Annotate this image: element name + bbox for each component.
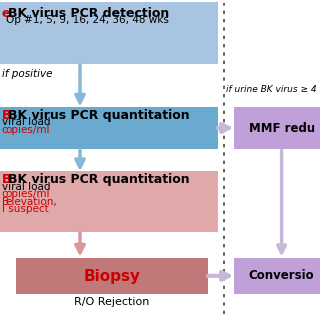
Text: elevation,: elevation,: [6, 197, 58, 207]
Text: Biopsy: Biopsy: [84, 268, 140, 284]
Text: BK virus PCR detection: BK virus PCR detection: [8, 7, 169, 20]
Text: c: c: [2, 189, 7, 199]
Text: Op #1, 5, 9, 16, 24, 36, 48 wks: Op #1, 5, 9, 16, 24, 36, 48 wks: [6, 15, 169, 25]
FancyBboxPatch shape: [16, 258, 208, 294]
Text: B: B: [2, 109, 11, 123]
Text: B: B: [2, 197, 9, 207]
FancyBboxPatch shape: [0, 107, 218, 149]
Text: if urine BK virus ≥ 4 log: if urine BK virus ≥ 4 log: [226, 85, 320, 94]
FancyBboxPatch shape: [0, 2, 218, 64]
Text: opies/ml: opies/ml: [6, 189, 50, 199]
FancyBboxPatch shape: [234, 107, 320, 149]
Text: viral load: viral load: [2, 182, 50, 192]
Text: e: e: [2, 7, 10, 20]
FancyBboxPatch shape: [234, 258, 320, 294]
Text: BK virus PCR quantitation: BK virus PCR quantitation: [8, 109, 190, 123]
FancyBboxPatch shape: [0, 171, 218, 232]
Text: R/O Rejection: R/O Rejection: [74, 297, 150, 308]
Text: B: B: [2, 173, 11, 187]
Text: l suspect: l suspect: [2, 204, 48, 214]
Text: opies/ml: opies/ml: [6, 125, 50, 135]
Text: c: c: [2, 125, 7, 135]
Text: BK virus PCR quantitation: BK virus PCR quantitation: [8, 173, 190, 187]
Text: if positive: if positive: [2, 69, 52, 79]
Text: MMF redu: MMF redu: [249, 122, 315, 134]
Text: Conversio: Conversio: [249, 269, 315, 282]
Text: viral load: viral load: [2, 117, 50, 127]
